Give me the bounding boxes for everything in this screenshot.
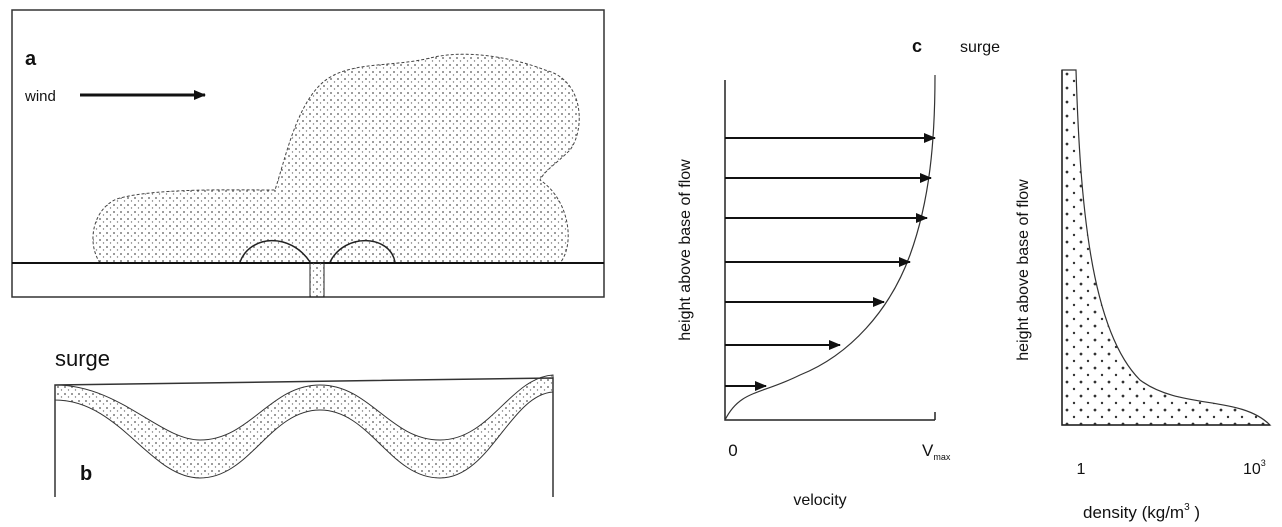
- vent: [310, 263, 324, 297]
- y-label: height above base of flow: [1015, 179, 1032, 361]
- tick-sub: max: [933, 452, 951, 462]
- panel-label: c: [912, 36, 922, 56]
- x-tick-label: 0: [728, 441, 737, 460]
- density-profile: [1062, 70, 1270, 425]
- panel-label: b: [80, 463, 92, 485]
- x-tick-label: 1: [1077, 461, 1086, 478]
- eruption-cloud: [93, 54, 579, 263]
- tick-base: 10: [1243, 461, 1261, 478]
- wind-label: wind: [24, 88, 56, 105]
- x-tick-label: 103: [1243, 458, 1266, 478]
- tick-base: V: [922, 441, 934, 460]
- panel-c: c surge height above base of flow 0 Vmax…: [677, 36, 1270, 522]
- tick-sup: 3: [1261, 458, 1266, 468]
- x-label: velocity: [793, 492, 846, 509]
- surge-deposit: [55, 375, 553, 478]
- x-label: density (kg/m3 ): [1083, 502, 1200, 522]
- panel-title: surge: [55, 346, 110, 371]
- panel-b: surge b: [55, 346, 553, 497]
- velocity-arrows: [725, 138, 935, 386]
- panel-title: surge: [960, 39, 1000, 56]
- x-tick-label: Vmax: [922, 441, 951, 462]
- velocity-profile: [725, 75, 935, 420]
- axes: [725, 80, 935, 420]
- panel-a: a wind: [12, 10, 604, 297]
- figure: a wind surge b c surge height above base…: [0, 0, 1282, 527]
- panel-label: a: [25, 48, 37, 70]
- y-label: height above base of flow: [677, 159, 694, 341]
- label-close: ): [1190, 503, 1200, 522]
- label-text: density (kg/m: [1083, 503, 1184, 522]
